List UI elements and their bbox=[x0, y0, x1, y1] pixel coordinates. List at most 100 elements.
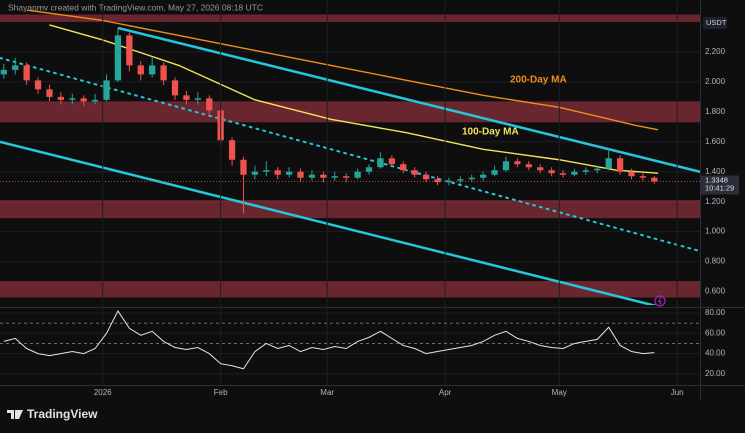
moving-average bbox=[26, 10, 659, 131]
candle-body bbox=[639, 176, 647, 178]
y-tick-label: 1.400 bbox=[705, 167, 726, 176]
candle-body bbox=[468, 177, 475, 180]
candle-body bbox=[285, 171, 293, 175]
candle-body bbox=[616, 158, 624, 172]
candle-body bbox=[194, 98, 201, 100]
y-tick-label: 1.800 bbox=[705, 107, 726, 116]
moving-average bbox=[49, 24, 659, 174]
candle-body bbox=[308, 174, 316, 178]
trendline bbox=[117, 26, 700, 173]
candle-body bbox=[297, 171, 304, 178]
candle-body bbox=[126, 35, 133, 66]
candle-body bbox=[559, 173, 567, 175]
candle-body bbox=[240, 159, 247, 175]
y-tick-label: 60.00 bbox=[705, 328, 726, 337]
candle-body bbox=[400, 164, 407, 171]
zone bbox=[0, 101, 700, 123]
candle-body bbox=[228, 140, 236, 160]
y-tick-label: 1.200 bbox=[705, 197, 726, 206]
candle-body bbox=[57, 96, 65, 100]
candle-body bbox=[137, 65, 144, 75]
candle-body bbox=[320, 174, 327, 178]
x-tick-label: 2026 bbox=[94, 388, 112, 397]
candle-body bbox=[514, 161, 521, 165]
y-tick-label: 1.600 bbox=[705, 137, 726, 146]
y-tick-label: 0.600 bbox=[705, 287, 726, 296]
candle-body bbox=[331, 176, 338, 178]
rsi-pane bbox=[0, 310, 700, 375]
x-tick-label: Apr bbox=[439, 388, 452, 397]
candle-body bbox=[571, 171, 578, 175]
candle-body bbox=[80, 98, 87, 102]
candle-body bbox=[480, 174, 487, 178]
currency: USDT bbox=[706, 18, 727, 27]
candle-body bbox=[206, 98, 213, 111]
candle-body bbox=[628, 171, 635, 177]
x-tick-label: Jun bbox=[671, 388, 684, 397]
candle-body bbox=[537, 167, 544, 171]
candle-body bbox=[354, 171, 361, 178]
candle-body bbox=[411, 170, 418, 175]
zone bbox=[0, 281, 700, 298]
trendline bbox=[0, 140, 658, 305]
candle-body bbox=[365, 167, 373, 172]
candle-body bbox=[69, 98, 76, 100]
candle-body bbox=[274, 170, 281, 175]
candle-body bbox=[12, 65, 19, 70]
zone bbox=[0, 14, 700, 22]
candle-body bbox=[91, 99, 99, 102]
trendline bbox=[0, 56, 700, 253]
plot: 200-Day MA 100-Day MA 2.200 2.000 1.800 1.600… bbox=[0, 0, 739, 397]
candle-body bbox=[377, 158, 384, 168]
logo-icon bbox=[7, 410, 23, 419]
candle-body bbox=[343, 176, 350, 178]
candle-body bbox=[548, 170, 555, 174]
currency-box bbox=[703, 17, 727, 29]
candle-body bbox=[605, 158, 612, 169]
candle-body bbox=[103, 80, 110, 100]
x-tick-label: Feb bbox=[214, 388, 228, 397]
header: Shayanmv created with TradingView.com, M… bbox=[8, 2, 263, 12]
candle-body bbox=[263, 170, 270, 172]
candle-body bbox=[651, 177, 658, 182]
candle-body bbox=[114, 35, 122, 81]
candle-body bbox=[149, 65, 156, 75]
y-tick-label: 2.000 bbox=[705, 77, 726, 86]
y-tick-label: 80.00 bbox=[705, 308, 726, 317]
logo-text: TradingView bbox=[27, 407, 98, 421]
rsi-line bbox=[3, 310, 655, 370]
candle-body bbox=[594, 168, 601, 171]
candle-body bbox=[582, 170, 590, 172]
candle-body bbox=[183, 95, 190, 100]
candle-body bbox=[525, 164, 532, 168]
candle-body bbox=[46, 89, 53, 97]
y-tick-label: 2.200 bbox=[705, 47, 726, 56]
candle-body bbox=[388, 158, 395, 165]
y-tick-label: 40.00 bbox=[705, 349, 726, 358]
x-tick-label: May bbox=[552, 388, 567, 397]
zone bbox=[0, 200, 700, 219]
x-tick-label: Mar bbox=[320, 388, 334, 397]
candle-body bbox=[251, 171, 259, 175]
candle-body bbox=[23, 65, 30, 81]
y-tick-label: 0.800 bbox=[705, 257, 726, 266]
candle-body bbox=[171, 80, 179, 96]
y-tick-label: 1.000 bbox=[705, 227, 726, 236]
candle-body bbox=[457, 179, 464, 181]
candle-body bbox=[491, 170, 498, 175]
ma-label: 200-Day MA bbox=[510, 75, 567, 86]
last-price-box bbox=[701, 175, 739, 195]
candle-body bbox=[422, 174, 430, 180]
candle-body bbox=[434, 179, 441, 183]
candle-body bbox=[0, 69, 7, 75]
alert-icon bbox=[654, 295, 666, 307]
last-price: 1.3348 bbox=[705, 175, 728, 184]
countdown: 10:41:29 bbox=[705, 183, 734, 192]
candle-body bbox=[502, 161, 510, 171]
logo: TradingView bbox=[7, 407, 98, 421]
candle-body bbox=[160, 65, 167, 81]
candle-body bbox=[445, 180, 453, 183]
main-pane bbox=[0, 10, 700, 305]
candle-body bbox=[34, 80, 42, 90]
